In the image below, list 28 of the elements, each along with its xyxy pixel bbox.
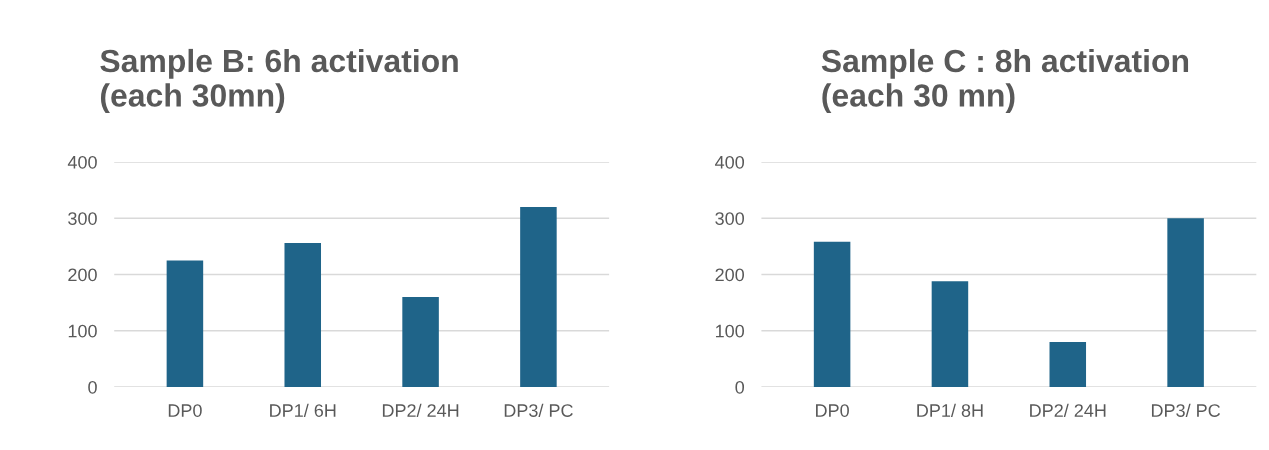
x-tick-label: DP1/ 6H <box>270 403 336 417</box>
y-tick-label: 0 <box>735 380 745 394</box>
bar <box>166 260 204 387</box>
x-tick-label: DP2/ 24H <box>382 403 459 417</box>
bar <box>1049 342 1087 387</box>
y-tick-label: 100 <box>715 324 745 338</box>
y-tick-label: 200 <box>715 268 745 282</box>
y-tick-label: 300 <box>715 212 745 225</box>
chart-title: Sample C : 8h activation (each 30 mn) <box>821 48 1189 114</box>
y-tick-label: 100 <box>68 324 97 338</box>
x-tick-label: DP2/ 24H <box>1030 403 1106 417</box>
x-tick-label: DP1/ 8H <box>917 403 983 417</box>
chart-title: Sample B: 6h activation (each 30mn) <box>100 48 458 114</box>
y-tick-label: 0 <box>88 380 97 394</box>
x-tick-label: DP0 <box>168 404 202 417</box>
x-tick-label: DP3/ PC <box>504 403 573 417</box>
bar <box>1167 218 1204 387</box>
y-tick-label: 400 <box>715 155 745 169</box>
bar <box>520 207 557 387</box>
y-tick-label: 400 <box>67 155 97 169</box>
x-tick-label: DP0 <box>816 404 849 417</box>
bar <box>931 281 969 387</box>
y-tick-label: 200 <box>68 268 97 282</box>
bar <box>402 297 439 387</box>
x-tick-label: DP3/ PC <box>1151 403 1221 417</box>
bar <box>284 243 322 387</box>
bar <box>813 241 851 387</box>
y-tick-label: 300 <box>68 212 97 225</box>
